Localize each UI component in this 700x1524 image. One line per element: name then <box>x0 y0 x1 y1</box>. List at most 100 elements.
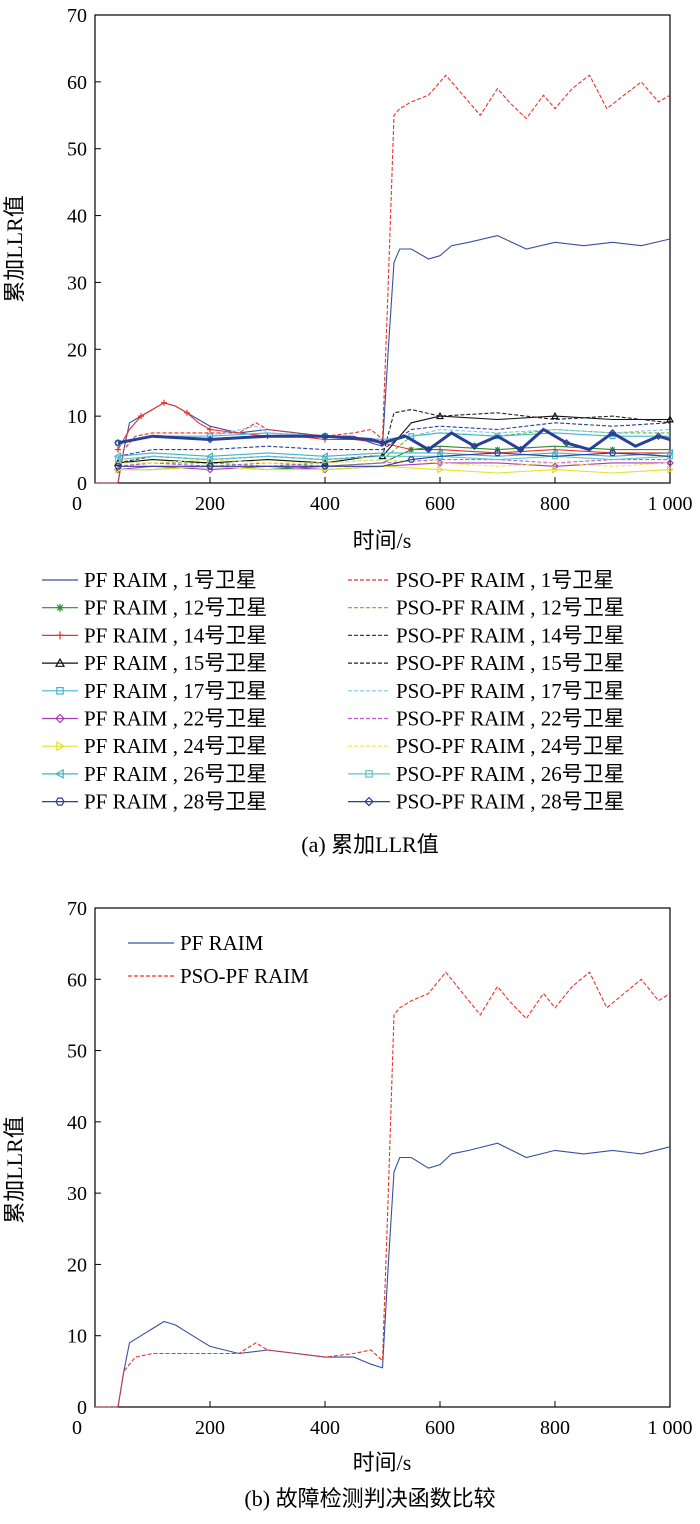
chart-a-legend-label: PSO-PF RAIM , 26号卫星 <box>396 762 625 786</box>
chart-a-series-5-point <box>207 426 213 433</box>
chart-a-legend-label: PF RAIM , 12号卫星 <box>84 596 267 620</box>
chart-a-plot-frame <box>94 14 671 484</box>
chart-a-legend-label: PF RAIM , 24号卫星 <box>84 734 267 758</box>
chart-a-x-tick-label: 400 <box>310 493 340 515</box>
chart-a-series-18-point <box>114 439 122 447</box>
chart-a-y-tick-label: 10 <box>67 406 87 428</box>
chart-a-series-18-point <box>206 435 214 444</box>
chart-b-y-tick-label: 20 <box>67 1254 87 1276</box>
chart-b-x-tick-label: 800 <box>540 1417 570 1439</box>
chart-a-series-17-point <box>206 463 214 470</box>
chart-b-y-ticks: 0 10 20 30 40 50 60 70 <box>67 898 101 1419</box>
chart-a-series-14-line <box>118 459 671 467</box>
chart-a-y-tick-label: 50 <box>67 139 87 161</box>
chart-a-legend-marker <box>54 768 64 779</box>
chart-a-series-15-line <box>117 452 671 457</box>
chart-a-series-3-point <box>609 446 616 453</box>
chart-a-x-tick-label: 1 000 <box>648 493 693 515</box>
chart-a-y-tick-label: 0 <box>77 473 87 495</box>
chart-a-series-13-point <box>437 465 445 474</box>
chart-a-legend-label: PF RAIM , 28号卫星 <box>84 790 267 814</box>
chart-b-legend: PF RAIM PSO-PF RAIM <box>128 931 309 988</box>
chart-a-series-18-point <box>321 432 329 441</box>
chart-b-series <box>95 971 671 1408</box>
chart-b-y-tick-label: 0 <box>77 1397 87 1419</box>
chart-a-legend-label: PF RAIM , 14号卫星 <box>84 623 267 647</box>
chart-a-legend-marker <box>365 770 373 778</box>
chart-a-legend-label: PSO-PF RAIM , 28号卫星 <box>396 790 625 814</box>
chart-a-series-7-point <box>205 458 215 466</box>
chart-a-series-5-point <box>161 399 167 406</box>
chart-a-legend-label: PF RAIM , 26号卫星 <box>84 762 267 786</box>
chart-a-series-11-point <box>436 459 444 467</box>
chart-a-x-tick-label: 600 <box>425 493 455 515</box>
chart-a-legend-label: PF RAIM , 15号卫星 <box>84 651 267 675</box>
chart-a-legend-marker <box>364 796 374 807</box>
chart-b-y-tick-label: 50 <box>67 1041 87 1063</box>
chart-b-y-tick-label: 70 <box>67 898 87 920</box>
chart-a-legend-label: PF RAIM , 22号卫星 <box>84 707 267 731</box>
chart-a-x-tick-label: 0 <box>72 493 82 515</box>
chart-a-series-18-point <box>378 439 387 447</box>
chart-a-series-7-point <box>550 411 560 420</box>
chart-a-series-11-point <box>666 459 674 467</box>
chart-b-series-2-line <box>95 971 671 1408</box>
chart-b-y-tick-label: 10 <box>67 1326 87 1348</box>
chart-a-series-18-line <box>117 427 671 452</box>
chart-a-legend-label: PSO-PF RAIM , 17号卫星 <box>396 679 625 703</box>
chart-a-series-16-point <box>207 456 214 463</box>
chart-b-legend-label: PF RAIM <box>180 931 264 955</box>
chart-a-series-5-point <box>138 413 144 420</box>
chart-b-plot-frame <box>94 907 671 1408</box>
chart-b-x-tick-label: 200 <box>195 1417 225 1439</box>
chart-a-series-16-point <box>114 456 121 463</box>
chart-b-x-ticks: 0 200 400 600 800 1 000 <box>72 1401 693 1439</box>
chart-a-x-tick-label: 800 <box>540 493 570 515</box>
chart-a-series-16-line <box>117 455 671 461</box>
chart-a-series-2-line <box>95 74 671 484</box>
chart-a-legend: PF RAIM , 1号卫星 PSO-PF RAIM , 1号卫星 PF RAIM … <box>42 568 625 814</box>
chart-b-x-axis-label: 时间/s <box>353 1450 412 1475</box>
chart-a-legend-marker <box>56 741 66 752</box>
chart-a-series-13-line <box>118 465 671 474</box>
chart-a-series-13-point <box>322 465 330 474</box>
chart-a-legend-marker <box>54 657 66 667</box>
chart-a-series-16-point <box>322 456 329 463</box>
chart-a-series-17-point <box>608 449 617 457</box>
chart-a-series-17-line <box>118 452 671 467</box>
chart-a-legend-marker <box>56 686 64 695</box>
chart-a-series-18-point <box>516 445 525 454</box>
chart-a-legend-label: PSO-PF RAIM , 14号卫星 <box>396 623 625 647</box>
chart-a-x-tick-label: 200 <box>195 493 225 515</box>
chart-a-series-17-point <box>407 456 415 463</box>
chart-a-series-18-point <box>470 442 479 451</box>
chart-b-y-tick-label: 40 <box>67 1112 87 1134</box>
chart-a-series-5-point <box>184 409 190 416</box>
chart-b-y-axis-label: 累加LLR值 <box>2 1116 27 1224</box>
chart-a-y-tick-label: 30 <box>67 272 87 294</box>
chart-a-legend-label: PF RAIM , 17号卫星 <box>84 679 267 703</box>
chart-a-y-tick-label: 20 <box>67 339 87 361</box>
chart-a-series-13-point <box>667 465 675 474</box>
chart-a-legend-label: PSO-PF RAIM , 12号卫星 <box>396 596 625 620</box>
chart-a-x-ticks: 0 200 400 600 800 1 000 <box>72 477 693 515</box>
chart-a-series <box>95 74 675 484</box>
chart-a-y-tick-label: 40 <box>67 206 87 228</box>
chart-b-x-tick-label: 1 000 <box>648 1417 693 1439</box>
chart-a-legend-marker <box>55 713 65 724</box>
chart-a-legend-marker <box>55 797 65 806</box>
chart-a-series-18-point <box>562 439 571 447</box>
chart-a-y-tick-label: 60 <box>67 72 87 94</box>
chart-a-legend-label: PSO-PF RAIM , 24号卫星 <box>396 734 625 758</box>
chart-b-legend-label: PSO-PF RAIM <box>180 964 309 988</box>
chart-a-caption: (a) 累加LLR值 <box>301 832 438 857</box>
chart-a-series-17-point <box>493 449 502 457</box>
chart-b-y-tick-label: 30 <box>67 1183 87 1205</box>
chart-a-series-5-point <box>115 446 121 453</box>
chart-a-series-18-point <box>424 445 433 454</box>
chart-a-legend-marker <box>56 603 64 612</box>
chart-b-x-tick-label: 600 <box>425 1417 455 1439</box>
